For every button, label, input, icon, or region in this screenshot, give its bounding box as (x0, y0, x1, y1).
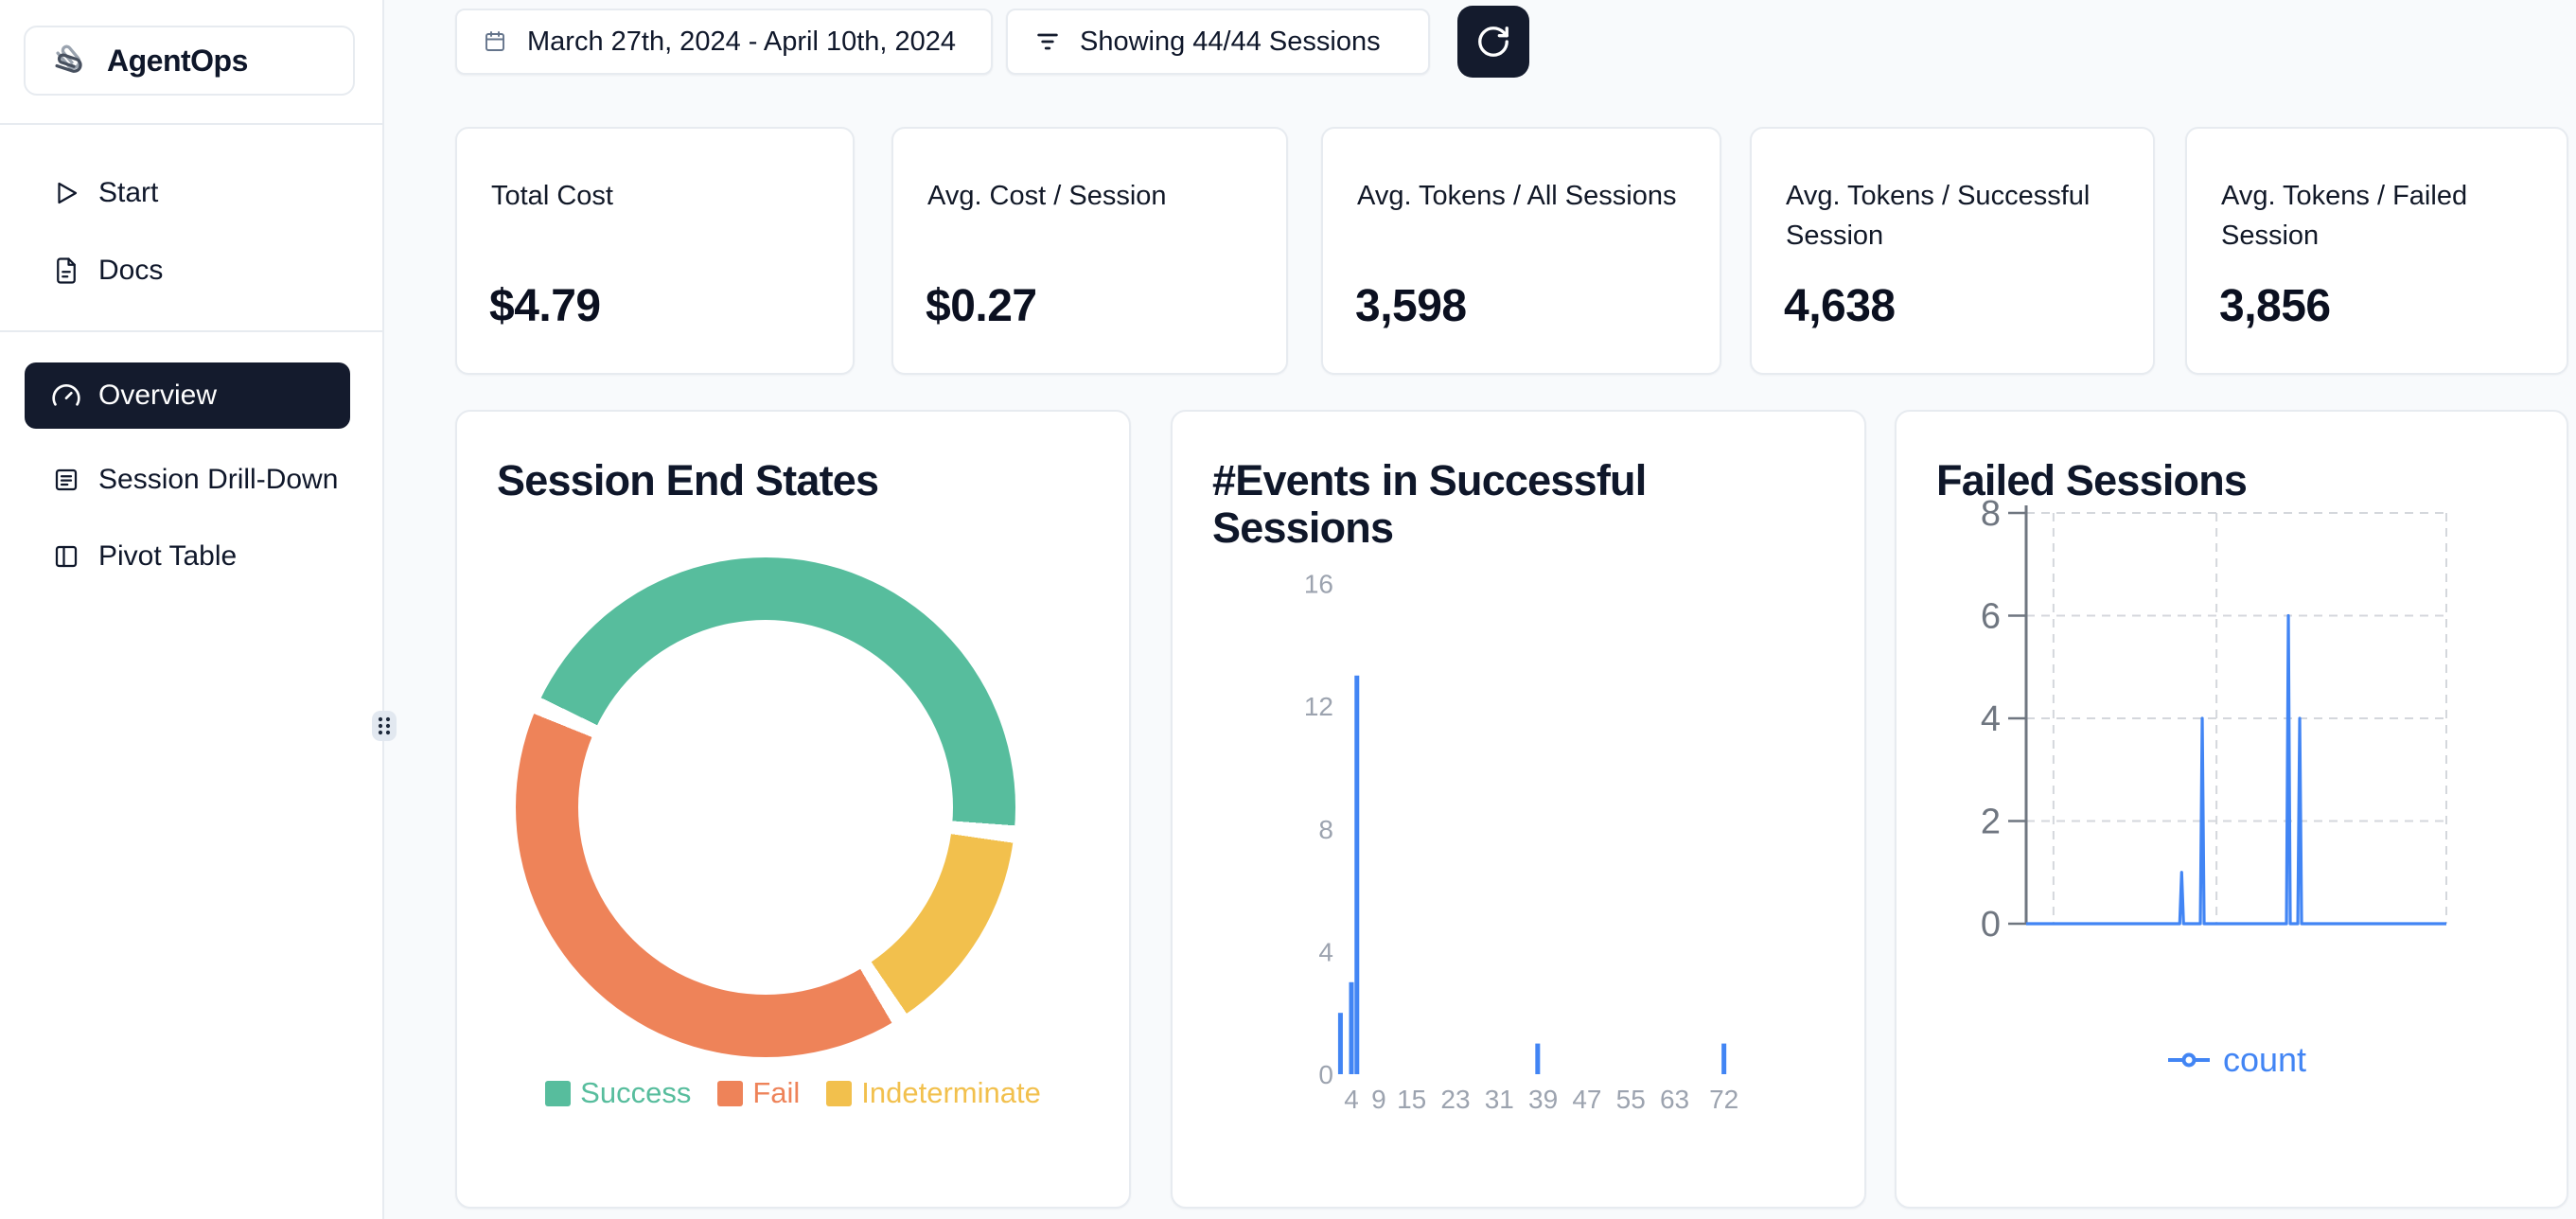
svg-text:63: 63 (1660, 1085, 1689, 1114)
date-range-button[interactable]: March 27th, 2024 - April 10th, 2024 (455, 9, 993, 75)
session-end-states-card: Session End States Success Fail Indeterm… (455, 410, 1131, 1209)
stat-label: Total Cost (491, 181, 613, 211)
stat-value: 3,598 (1355, 281, 1467, 331)
play-icon (51, 179, 81, 207)
refresh-icon (1475, 24, 1511, 60)
chart-title: #Events in Successful Sessions (1212, 456, 1647, 552)
count-legend-marker-icon (2167, 1052, 2210, 1068)
legend-item-count[interactable]: count (2026, 1040, 2446, 1080)
sidebar-divider (0, 123, 384, 125)
stat-card-total-cost: Total Cost $4.79 (455, 127, 855, 375)
stat-card-avg-tokens-all: Avg. Tokens / All Sessions 3,598 (1321, 127, 1721, 375)
document-icon (51, 256, 81, 285)
donut-legend: Success Fail Indeterminate (457, 1076, 1129, 1110)
session-end-states-donut[interactable] (516, 557, 1015, 1057)
svg-text:15: 15 (1397, 1085, 1426, 1114)
legend-item-fail[interactable]: Fail (717, 1076, 800, 1110)
svg-text:72: 72 (1709, 1085, 1738, 1114)
svg-text:4: 4 (1344, 1085, 1359, 1114)
svg-text:31: 31 (1485, 1085, 1514, 1114)
stat-value: 4,638 (1784, 281, 1896, 331)
svg-text:6: 6 (1981, 597, 2001, 637)
stat-value: 3,856 (2219, 281, 2331, 331)
date-range-label: March 27th, 2024 - April 10th, 2024 (527, 26, 957, 57)
stat-label: Avg. Cost / Session (927, 181, 1167, 211)
sidebar-item-overview[interactable]: Overview (25, 362, 350, 429)
svg-text:4: 4 (1981, 699, 2001, 739)
stat-value: $4.79 (489, 281, 601, 331)
grip-dots-icon (378, 716, 391, 735)
stat-value: $0.27 (926, 281, 1037, 331)
svg-text:16: 16 (1304, 570, 1333, 599)
stat-label: Avg. Tokens / Successful Session (1786, 181, 2091, 251)
sidebar: AgentOps Start Docs Overview (0, 0, 384, 1219)
sidebar-item-start[interactable]: Start (25, 160, 350, 226)
agentops-paperclip-logo-icon (48, 39, 92, 82)
brand-name: AgentOps (107, 43, 248, 78)
sidebar-resize-handle[interactable] (372, 711, 397, 741)
legend-swatch (826, 1080, 853, 1106)
svg-text:39: 39 (1528, 1085, 1558, 1114)
gauge-icon (51, 380, 81, 411)
refresh-button[interactable] (1457, 6, 1529, 78)
sessions-filter-button[interactable]: Showing 44/44 Sessions (1006, 9, 1430, 75)
sidebar-item-docs[interactable]: Docs (25, 238, 350, 304)
legend-swatch (717, 1080, 744, 1106)
failed-sessions-plot[interactable]: 0 2 4 6 8 (1897, 412, 2570, 1210)
svg-text:2: 2 (1981, 803, 2001, 842)
svg-text:23: 23 (1440, 1085, 1470, 1114)
calendar-icon (484, 30, 506, 53)
chart-title: Session End States (497, 456, 879, 504)
donut-hole (578, 620, 953, 995)
svg-text:12: 12 (1304, 692, 1333, 721)
svg-text:0: 0 (1318, 1060, 1333, 1089)
stat-card-avg-tokens-successful: Avg. Tokens / Successful Session 4,638 (1750, 127, 2155, 375)
stat-label: Avg. Tokens / All Sessions (1357, 181, 1677, 211)
svg-text:4: 4 (1318, 937, 1333, 966)
stat-card-avg-tokens-failed: Avg. Tokens / Failed Session 3,856 (2185, 127, 2568, 375)
svg-text:9: 9 (1371, 1085, 1386, 1114)
logo[interactable]: AgentOps (24, 26, 355, 96)
list-icon (51, 466, 81, 494)
sidebar-item-session-drill-down[interactable]: Session Drill-Down (25, 447, 350, 513)
sidebar-item-pivot-table[interactable]: Pivot Table (25, 523, 350, 590)
stat-label: Avg. Tokens / Failed Session (2221, 181, 2468, 251)
sidebar-divider (0, 330, 384, 332)
svg-text:47: 47 (1572, 1085, 1601, 1114)
events-histogram-card: #Events in Successful Sessions 0 4 8 12 16 4 9… (1171, 410, 1866, 1209)
legend-item-indeterminate[interactable]: Indeterminate (826, 1076, 1041, 1110)
legend-swatch (545, 1080, 572, 1106)
panel-left-icon (51, 542, 81, 571)
svg-text:0: 0 (1981, 905, 2001, 945)
failed-sessions-card: Failed Sessions 0 2 4 6 8 count (1895, 410, 2568, 1209)
svg-text:8: 8 (1318, 815, 1333, 844)
svg-text:8: 8 (1981, 494, 2001, 534)
stat-card-avg-cost-session: Avg. Cost / Session $0.27 (891, 127, 1288, 375)
sessions-filter-label: Showing 44/44 Sessions (1080, 26, 1381, 57)
svg-text:55: 55 (1616, 1085, 1646, 1114)
filter-lines-icon (1034, 28, 1061, 55)
legend-item-success[interactable]: Success (545, 1076, 691, 1110)
chart-title: Failed Sessions (1936, 456, 2248, 504)
